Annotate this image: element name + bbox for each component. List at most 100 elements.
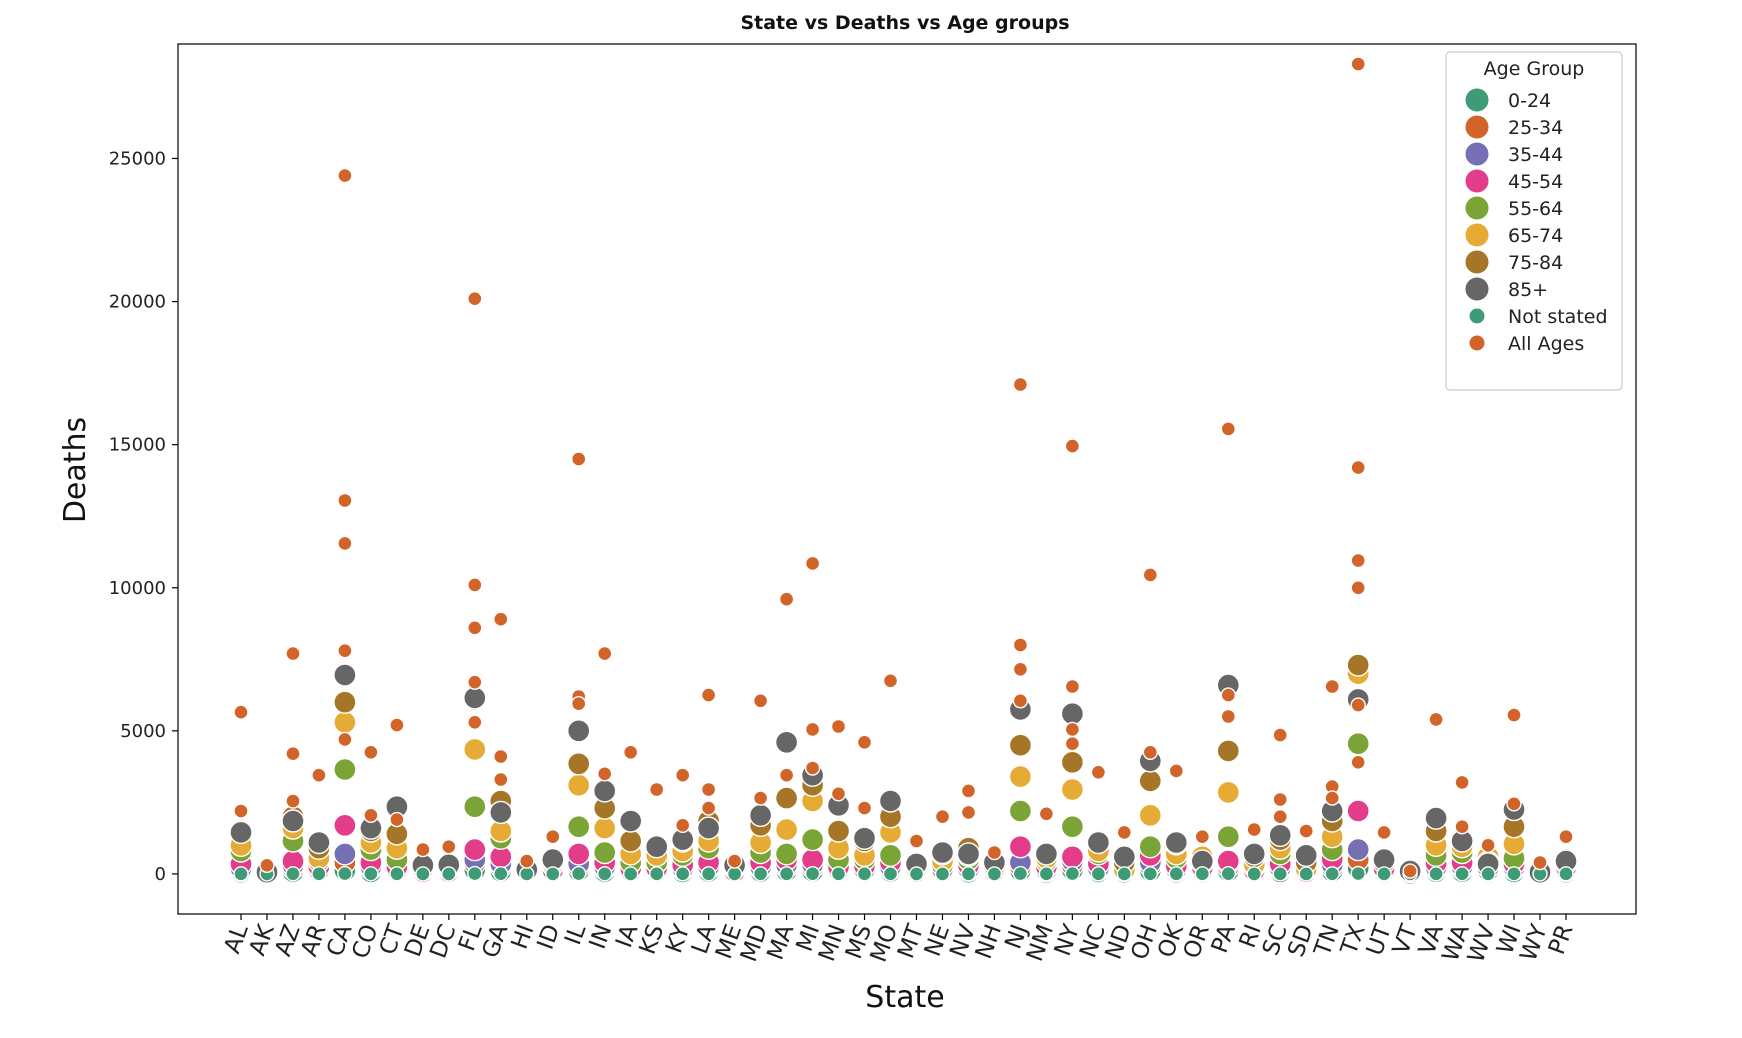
- point-all-ages: [441, 839, 457, 855]
- point-not-stated: [1246, 866, 1262, 882]
- point-all-ages: [1038, 806, 1055, 822]
- point-all-ages: [311, 767, 327, 783]
- point-not-stated: [623, 866, 639, 882]
- point-65-74: [593, 816, 617, 840]
- point-45-54: [333, 813, 357, 837]
- point-85: [1034, 842, 1059, 866]
- point-65-74: [1138, 803, 1163, 827]
- point-not-stated: [908, 866, 925, 882]
- point-all-ages: [1350, 754, 1366, 770]
- point-not-stated: [1324, 866, 1340, 882]
- point-85: [1112, 845, 1137, 869]
- point-85: [333, 663, 357, 687]
- point-all-ages: [337, 643, 353, 659]
- point-all-ages: [623, 744, 639, 760]
- point-not-stated: [363, 866, 379, 882]
- point-not-stated: [285, 866, 301, 882]
- legend-marker-45-54: [1464, 168, 1490, 194]
- point-65-74: [333, 710, 357, 734]
- point-75-84: [1216, 739, 1241, 763]
- point-all-ages: [986, 844, 1003, 861]
- point-all-ages: [830, 718, 847, 735]
- point-85: [748, 803, 773, 827]
- point-55-64: [1216, 825, 1241, 849]
- legend-box: [1445, 51, 1623, 391]
- point-not-stated: [1116, 866, 1133, 882]
- point-all-ages: [1064, 721, 1081, 738]
- point-not-stated: [337, 865, 353, 882]
- point-85: [1294, 843, 1318, 867]
- point-85: [852, 826, 877, 850]
- point-75-84: [826, 819, 851, 843]
- point-55-64: [774, 842, 799, 866]
- point-all-ages: [700, 800, 717, 816]
- point-85: [774, 730, 799, 754]
- point-not-stated: [856, 866, 873, 882]
- point-all-ages: [233, 704, 249, 720]
- point-not-stated: [649, 866, 665, 882]
- y-tick-label: 0: [155, 864, 166, 885]
- point-75-84: [1346, 653, 1370, 677]
- point-not-stated: [986, 866, 1003, 882]
- legend-marker-all-ages: [1468, 334, 1486, 352]
- point-not-stated: [804, 866, 821, 882]
- legend-marker-85: [1464, 276, 1490, 302]
- point-35-44: [333, 842, 357, 866]
- point-all-ages: [778, 591, 795, 607]
- point-all-ages: [1220, 687, 1237, 703]
- point-all-ages: [752, 693, 769, 709]
- point-all-ages: [285, 746, 301, 762]
- point-75-84: [567, 752, 591, 776]
- point-65-74: [1008, 764, 1033, 789]
- y-tick-label: 10000: [109, 578, 166, 599]
- point-not-stated: [882, 866, 899, 882]
- point-all-ages: [1376, 824, 1392, 841]
- point-all-ages: [1324, 678, 1340, 695]
- legend-label-25-34: 25-34: [1508, 117, 1563, 139]
- point-all-ages: [467, 291, 483, 307]
- point-all-ages: [804, 760, 821, 776]
- point-not-stated: [1298, 866, 1314, 882]
- point-all-ages: [1402, 863, 1418, 879]
- point-all-ages: [856, 800, 873, 816]
- point-not-stated: [545, 866, 561, 882]
- point-all-ages: [467, 620, 483, 636]
- point-all-ages: [597, 645, 613, 662]
- y-tick-label: 25000: [109, 148, 166, 169]
- point-all-ages: [467, 577, 483, 593]
- point-55-64: [463, 795, 487, 819]
- point-all-ages: [1532, 854, 1548, 871]
- point-all-ages: [1116, 824, 1133, 841]
- point-all-ages: [778, 767, 795, 783]
- point-all-ages: [1506, 796, 1522, 812]
- data-points: [229, 56, 1578, 886]
- point-all-ages: [882, 673, 899, 689]
- legend: Age Group 0-24 25-34 35-44 45-54 55-64 65-74 7…: [1445, 51, 1623, 391]
- point-55-64: [1138, 835, 1163, 859]
- point-all-ages: [519, 853, 535, 869]
- point-not-stated: [519, 866, 535, 882]
- legend-marker-25-34: [1464, 114, 1490, 140]
- point-all-ages: [389, 811, 405, 828]
- point-all-ages: [1142, 744, 1159, 760]
- point-85: [645, 835, 669, 859]
- point-not-stated: [571, 865, 587, 882]
- point-85: [1086, 830, 1111, 855]
- point-55-64: [333, 757, 357, 782]
- point-75-84: [1008, 733, 1033, 757]
- point-all-ages: [415, 841, 431, 858]
- point-85: [567, 719, 591, 743]
- legend-label-65-74: 65-74: [1508, 225, 1563, 247]
- point-not-stated: [934, 866, 951, 882]
- point-not-stated: [752, 866, 769, 882]
- legend-label-45-54: 45-54: [1508, 171, 1563, 193]
- point-75-84: [774, 786, 799, 810]
- point-all-ages: [1350, 580, 1366, 596]
- point-not-stated: [675, 866, 691, 882]
- point-all-ages: [726, 853, 743, 869]
- point-not-stated: [1012, 865, 1029, 882]
- point-55-64: [1008, 799, 1033, 823]
- point-85: [696, 816, 721, 840]
- point-75-84: [333, 690, 357, 714]
- legend-label-all-ages: All Ages: [1508, 333, 1584, 355]
